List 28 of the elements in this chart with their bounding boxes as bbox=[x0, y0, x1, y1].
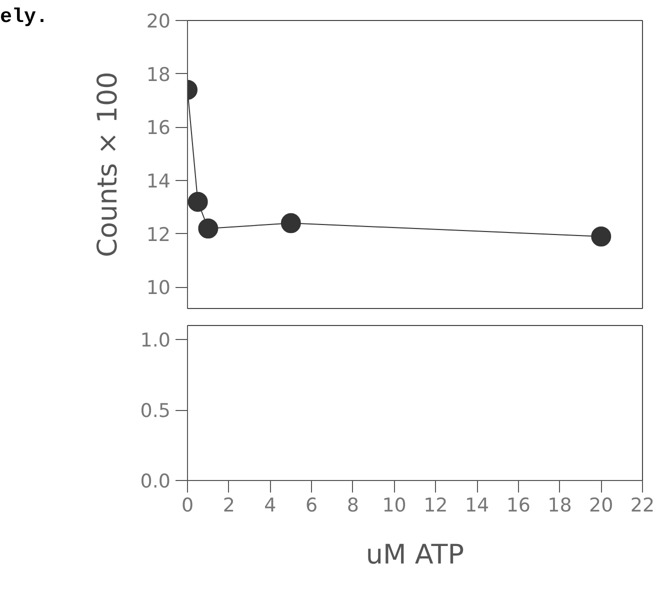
x-tick-label: 20 bbox=[589, 494, 614, 516]
y-tick-label: 1.0 bbox=[140, 330, 170, 352]
text: ely. bbox=[0, 5, 48, 31]
x-tick-label: 10 bbox=[382, 494, 406, 516]
x-tick-label: 8 bbox=[346, 494, 360, 516]
y-tick-label: 10 bbox=[146, 277, 171, 300]
y-tick-label: 14 bbox=[146, 170, 171, 192]
y-tick-label: 0.5 bbox=[140, 400, 170, 422]
x-tick-label: 22 bbox=[630, 494, 655, 516]
y-axis-title: Counts × 100 bbox=[92, 72, 124, 258]
point bbox=[198, 218, 218, 238]
x-tick-label: 4 bbox=[264, 494, 276, 516]
y-tick-label: 16 bbox=[146, 117, 171, 140]
x-tick-label: 6 bbox=[306, 494, 318, 516]
point bbox=[591, 226, 612, 246]
x-axis-title: uM ATP bbox=[366, 540, 464, 570]
x-tick-label: 18 bbox=[548, 494, 572, 516]
point bbox=[280, 213, 301, 234]
x-tick-label: 12 bbox=[424, 494, 448, 516]
x-tick-label: 16 bbox=[506, 494, 531, 516]
y-tick-label: 18 bbox=[146, 64, 171, 86]
y-tick-label: 12 bbox=[146, 224, 171, 246]
x-tick-label: 0 bbox=[181, 494, 194, 516]
x-tick-label: 2 bbox=[222, 494, 235, 516]
x-tick-label: 14 bbox=[464, 494, 490, 516]
point bbox=[188, 192, 208, 212]
y-tick-label: 0.0 bbox=[140, 470, 170, 492]
y-tick-label: 20 bbox=[146, 10, 171, 32]
